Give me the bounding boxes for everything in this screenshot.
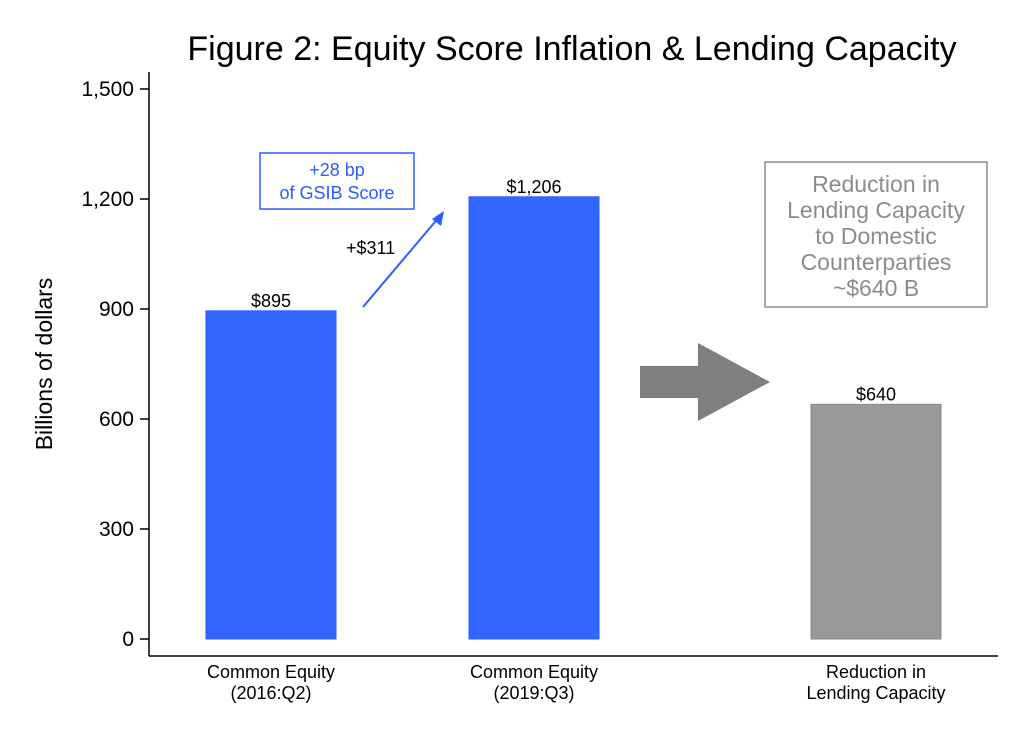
reduction-line-2: Lending Capacity — [787, 197, 965, 223]
y-axis-ticks: 0 300 600 900 1,200 1,500 — [81, 78, 149, 651]
category-label: (2019:Q3) — [493, 683, 574, 703]
reduction-line-4: Counterparties — [801, 249, 952, 275]
y-tick-label: 1,500 — [81, 78, 134, 101]
chart-title: Figure 2: Equity Score Inflation & Lendi… — [187, 30, 956, 68]
reduction-line-5: ~$640 B — [833, 275, 919, 301]
reduction-line-1: Reduction in — [812, 171, 940, 197]
category-label: (2016:Q2) — [230, 683, 311, 703]
gsib-score-annotation: +28 bp of GSIB Score — [259, 152, 415, 210]
y-axis-label: Billions of dollars — [31, 278, 57, 451]
y-tick-label: 300 — [99, 518, 134, 541]
increase-annotation: +$311 — [346, 211, 444, 308]
increase-arrow-line — [362, 215, 441, 308]
reduction-line-3: to Domestic — [815, 223, 936, 249]
bars — [205, 196, 942, 640]
increase-arrow-head — [432, 211, 444, 226]
category-label: Lending Capacity — [806, 683, 945, 703]
gsib-score-box — [259, 152, 415, 210]
reduction-box — [764, 161, 988, 308]
y-tick-label: 600 — [99, 408, 134, 431]
bar — [205, 310, 337, 640]
y-tick-label: 900 — [99, 298, 134, 321]
bar-value-label: $1,206 — [506, 177, 561, 197]
value-labels: $895 $1,206 $640 — [251, 177, 896, 405]
increase-label: +$311 — [346, 238, 395, 258]
bar — [810, 403, 942, 640]
gsib-score-line-2: of GSIB Score — [279, 183, 394, 203]
y-tick-label: 1,200 — [81, 188, 134, 211]
category-label: Common Equity — [207, 662, 335, 682]
category-labels: Common Equity(2016:Q2)Common Equity(2019… — [207, 662, 946, 703]
category-label: Reduction in — [826, 662, 926, 682]
reduction-annotation: Reduction in Lending Capacity to Domesti… — [764, 161, 988, 308]
bar — [468, 196, 600, 640]
right-arrow-icon — [640, 343, 770, 421]
bar-value-label: $895 — [251, 291, 291, 311]
gsib-score-line-1: +28 bp — [309, 160, 365, 180]
y-tick-label: 0 — [122, 628, 134, 651]
bar-value-label: $640 — [856, 384, 896, 404]
category-label: Common Equity — [470, 662, 598, 682]
